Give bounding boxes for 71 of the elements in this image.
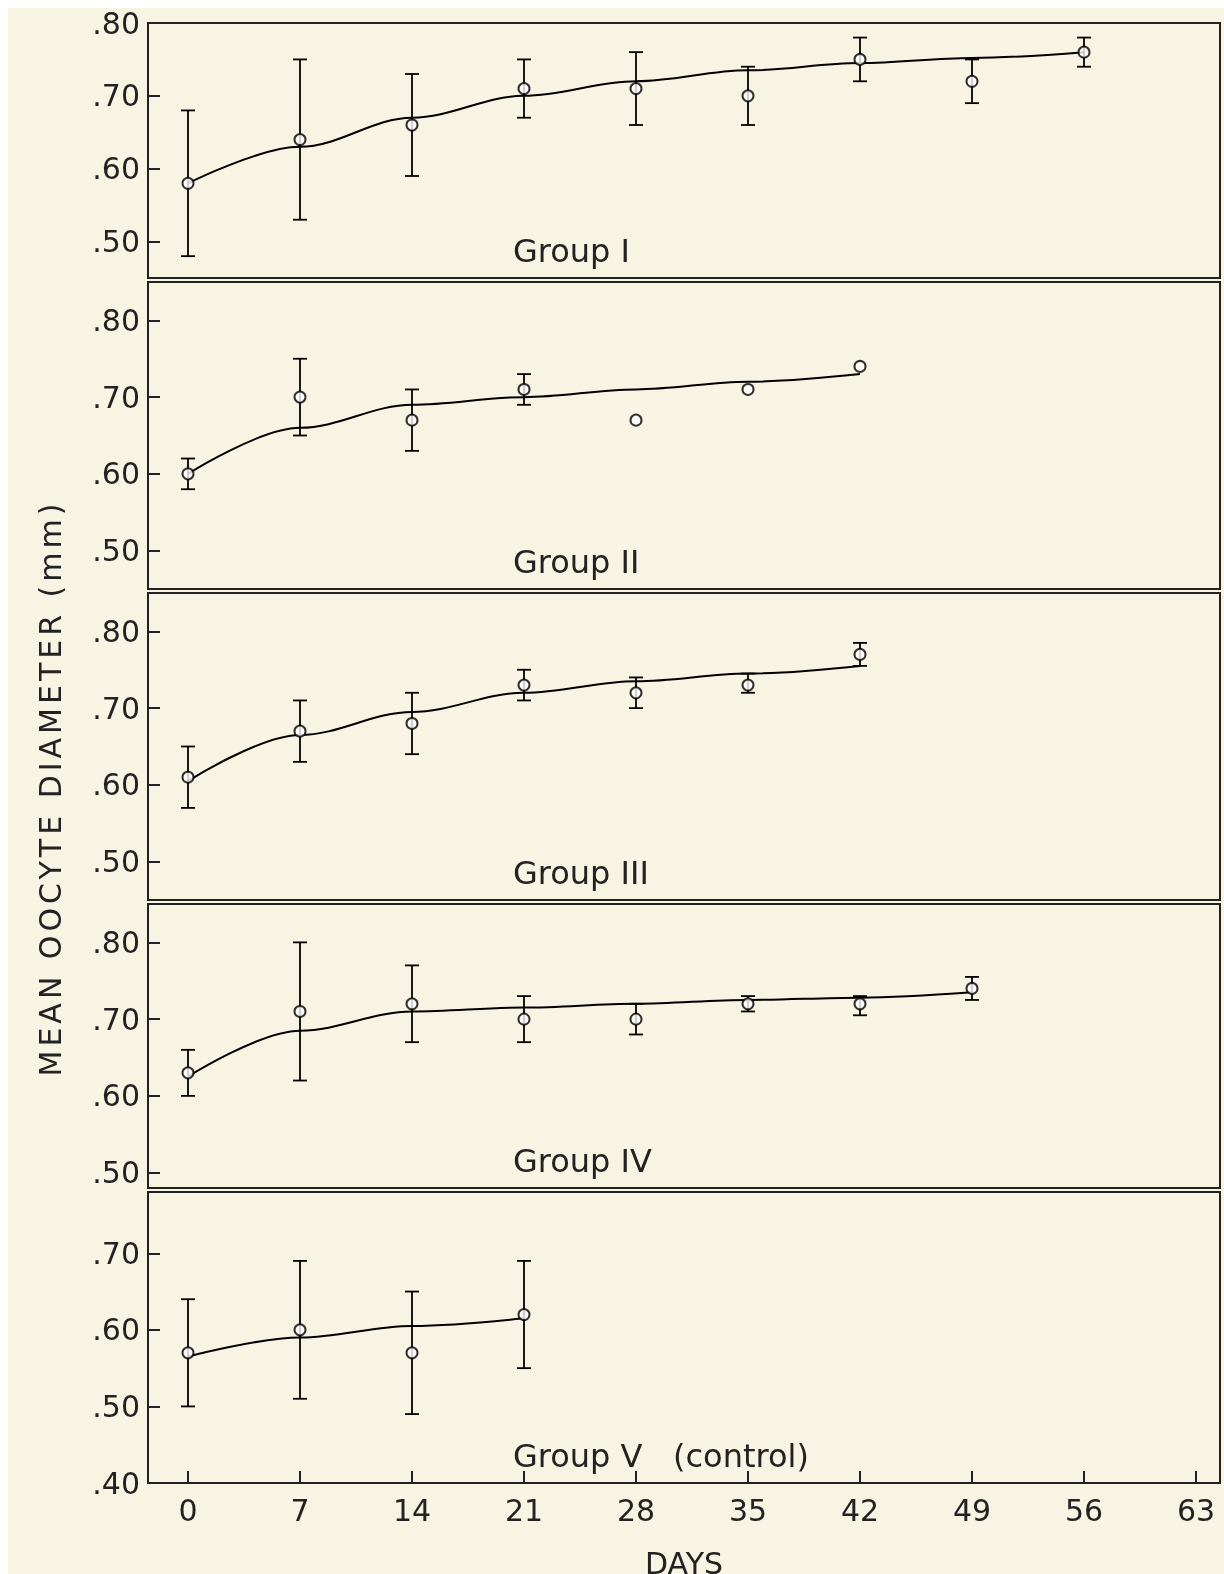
x-tick-label: 49 xyxy=(952,1492,992,1528)
x-tick-label: 0 xyxy=(178,1492,198,1528)
point xyxy=(405,414,419,428)
point xyxy=(517,1307,531,1321)
y-tick-label: .80 xyxy=(92,5,140,41)
x-tick-label: 28 xyxy=(616,1492,656,1528)
point xyxy=(181,1066,195,1080)
point xyxy=(741,678,755,692)
point xyxy=(853,997,867,1011)
point xyxy=(293,1323,307,1337)
text: Group I xyxy=(513,232,631,270)
point xyxy=(405,997,419,1011)
point xyxy=(517,383,531,397)
y-tick-label: .50 xyxy=(92,1388,140,1424)
point xyxy=(1077,45,1091,59)
x-tick-label: 21 xyxy=(504,1492,544,1528)
point xyxy=(965,74,979,88)
text: Group II xyxy=(513,543,640,582)
x-tick-label: 63 xyxy=(1176,1492,1216,1528)
y-tick-label: .60 xyxy=(92,767,140,803)
point xyxy=(853,648,867,662)
x-axis-title: DAYS xyxy=(644,1545,724,1574)
y-tick-label: .80 xyxy=(92,303,140,339)
point xyxy=(629,82,643,96)
point xyxy=(629,1012,643,1026)
point xyxy=(293,133,307,147)
y-tick-label: .60 xyxy=(92,1078,140,1114)
point xyxy=(517,678,531,692)
y-tick-label: .80 xyxy=(92,614,140,650)
x-tick-label: 7 xyxy=(290,1492,310,1528)
point xyxy=(181,176,195,190)
point xyxy=(293,391,307,405)
x-tick-label: 35 xyxy=(728,1492,768,1528)
y-tick-label: .70 xyxy=(92,1001,140,1037)
text: Group V (control) xyxy=(513,1436,809,1475)
y-tick-label: .50 xyxy=(92,1155,140,1191)
y-tick-label: .50 xyxy=(92,844,140,880)
point xyxy=(181,467,195,481)
point xyxy=(181,770,195,784)
point xyxy=(517,82,531,96)
point xyxy=(517,1012,531,1026)
y-tick-label: .70 xyxy=(92,380,140,416)
y-tick-label: .80 xyxy=(92,924,140,960)
x-tick-label: 14 xyxy=(392,1492,432,1528)
text: Group IV xyxy=(513,1142,653,1181)
point xyxy=(405,1346,419,1360)
point xyxy=(405,118,419,132)
y-tick-label: .50 xyxy=(92,224,140,260)
point xyxy=(853,52,867,66)
x-tick-label: 42 xyxy=(840,1492,880,1528)
y-tick-label: .50 xyxy=(92,533,140,569)
y-axis-title: MEAN OOCYTE DIAMETER (mm) xyxy=(32,499,68,1077)
point xyxy=(853,360,867,374)
point xyxy=(405,717,419,731)
point xyxy=(741,89,755,103)
text: Group III xyxy=(513,854,649,893)
x-tick-label: 56 xyxy=(1064,1492,1104,1528)
y-tick-label: .70 xyxy=(92,1235,140,1271)
point xyxy=(741,383,755,397)
point xyxy=(629,686,643,700)
point xyxy=(293,724,307,738)
point xyxy=(965,981,979,995)
y-tick-label: .40 xyxy=(92,1465,140,1501)
y-tick-label: .70 xyxy=(92,78,140,114)
point xyxy=(293,1004,307,1018)
y-tick-label: .60 xyxy=(92,456,140,492)
y-tick-label: .60 xyxy=(92,151,140,187)
y-tick-label: .60 xyxy=(92,1312,140,1348)
point xyxy=(629,414,643,428)
y-tick-label: .70 xyxy=(92,690,140,726)
point xyxy=(181,1346,195,1360)
